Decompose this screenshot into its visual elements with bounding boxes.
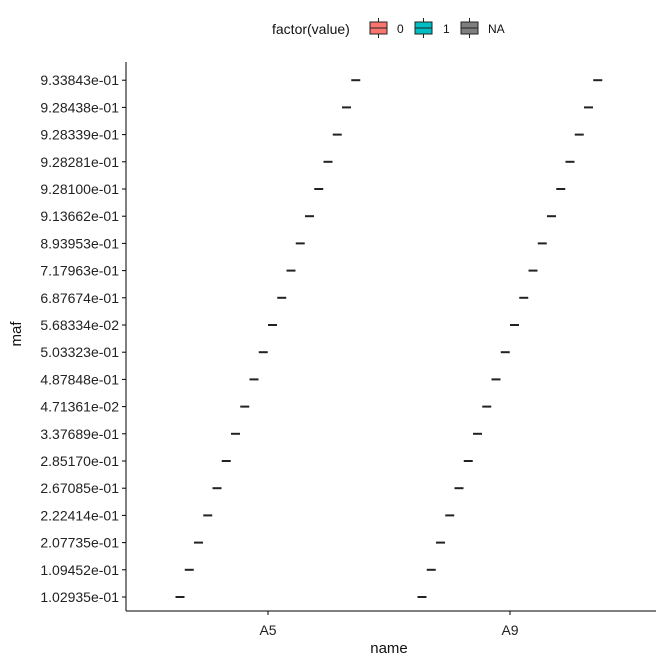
legend-entry: 1 [414, 18, 450, 38]
legend-title: factor(value) [272, 21, 350, 37]
y-tick-label: 5.03323e-01 [40, 344, 119, 360]
y-tick-label: 8.93953e-01 [40, 235, 119, 251]
y-tick-label: 9.33843e-01 [40, 72, 119, 88]
y-tick-label: 2.67085e-01 [40, 480, 119, 496]
y-tick-label: 1.09452e-01 [40, 562, 119, 578]
legend-label: 0 [397, 22, 404, 36]
legend-entry: NA [460, 18, 505, 38]
y-tick-label: 9.28281e-01 [40, 154, 119, 170]
legend-entry: 0 [369, 18, 404, 38]
legend: factor(value) 0 1 NA [272, 18, 505, 38]
y-tick-label: 5.68334e-02 [40, 317, 119, 333]
y-tick-label: 4.71361e-02 [40, 399, 119, 415]
y-tick-label: 9.13662e-01 [40, 208, 119, 224]
y-tick-label: 2.22414e-01 [40, 507, 119, 523]
y-tick-label: 9.28100e-01 [40, 181, 119, 197]
legend-label: NA [488, 22, 505, 36]
x-axis-ticks: A5 A9 [259, 611, 519, 638]
legend-label: 1 [443, 22, 450, 36]
y-tick-label: 9.28339e-01 [40, 127, 119, 143]
y-tick-label: 2.07735e-01 [40, 535, 119, 551]
y-tick-label: 9.28438e-01 [40, 99, 119, 115]
y-tick-label: 6.87674e-01 [40, 290, 119, 306]
y-tick-label: 7.17963e-01 [40, 263, 119, 279]
x-tick-label: A9 [501, 622, 518, 638]
y-tick-label: 4.87848e-01 [40, 371, 119, 387]
y-tick-label: 1.02935e-01 [40, 589, 119, 605]
y-axis-title: maf [8, 321, 25, 347]
plot-marks [175, 79, 603, 598]
y-axis-ticks: 1.02935e-01 1.09452e-01 2.07735e-01 2.22414… [40, 72, 126, 605]
x-tick-label: A5 [259, 622, 276, 638]
x-axis-title: name [370, 640, 408, 657]
legend-entries: 0 1 NA [369, 18, 505, 38]
y-tick-label: 3.37689e-01 [40, 426, 119, 442]
y-tick-label: 2.85170e-01 [40, 453, 119, 469]
